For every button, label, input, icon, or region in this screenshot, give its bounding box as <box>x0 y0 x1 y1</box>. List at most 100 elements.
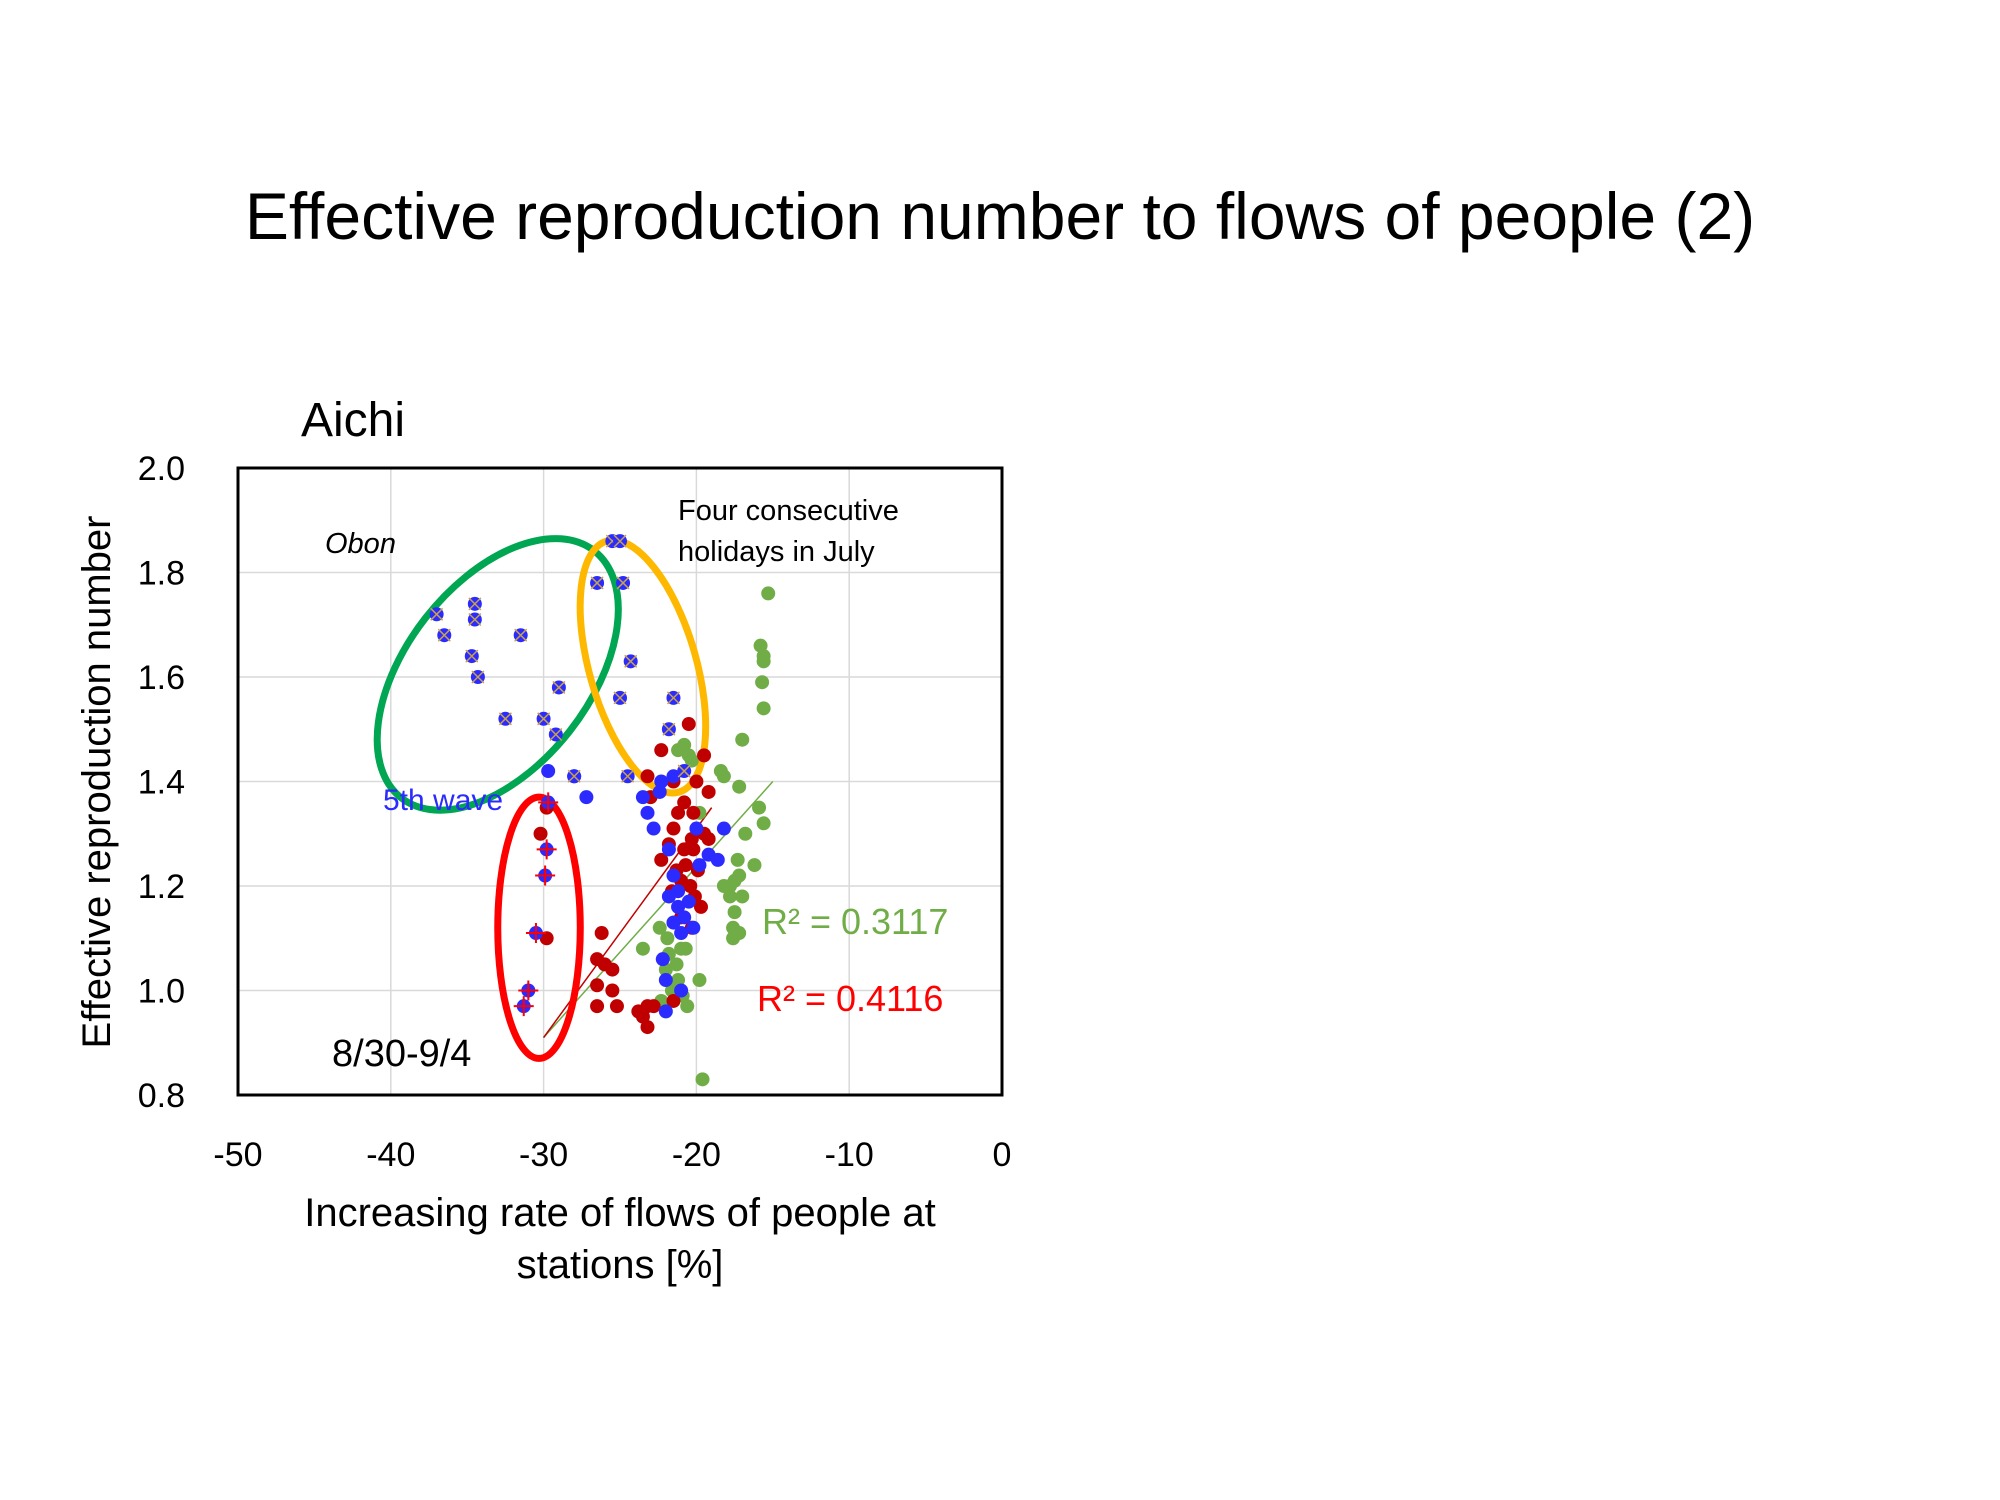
data-point <box>716 769 731 784</box>
slide-title: Effective reproduction number to flows o… <box>244 179 1756 253</box>
point-x-marker <box>624 654 638 668</box>
data-point <box>640 1020 655 1035</box>
data-point <box>666 769 681 784</box>
data-point <box>701 784 716 799</box>
data-point <box>735 889 750 904</box>
data-point <box>605 983 620 998</box>
data-point <box>666 915 681 930</box>
data-point <box>756 816 771 831</box>
data-point <box>681 717 696 732</box>
data-point <box>683 879 698 893</box>
data-point <box>652 784 667 799</box>
data-point <box>689 821 704 836</box>
data-point <box>755 675 770 690</box>
point-plus-marker <box>535 865 556 886</box>
data-point <box>594 926 609 941</box>
data-point <box>661 889 676 904</box>
point-x-marker <box>590 576 604 590</box>
point-x-marker <box>613 534 627 548</box>
point-plus-marker <box>518 980 539 1001</box>
r2-label-red: R² = 0.4116 <box>757 978 943 1019</box>
data-point <box>579 790 594 805</box>
data-point <box>539 931 554 946</box>
data-point <box>710 852 725 867</box>
data-point <box>761 586 776 601</box>
data-point <box>654 743 669 758</box>
annotation-four-holidays-line-2: holidays in July <box>678 536 875 568</box>
data-point <box>666 821 681 836</box>
data-point <box>738 826 753 841</box>
data-point <box>726 931 741 946</box>
annotation-date-range: 8/30-9/4 <box>332 1033 471 1075</box>
point-x-marker <box>677 764 691 778</box>
point-x-marker <box>567 769 581 783</box>
data-point <box>756 701 771 716</box>
data-point <box>693 899 708 914</box>
data-point <box>727 905 742 920</box>
point-plus-marker <box>513 996 534 1017</box>
annotation-fifth-wave: 5th wave <box>383 784 503 817</box>
data-point <box>654 852 669 867</box>
annotation-obon: Obon <box>325 528 396 560</box>
data-point <box>701 831 716 846</box>
data-point <box>652 920 667 935</box>
ellipse-8-30-9-4 <box>494 793 584 1062</box>
point-x-marker <box>498 712 512 726</box>
data-point <box>660 931 675 946</box>
x-tick-label: -30 <box>519 1136 568 1174</box>
data-point <box>671 899 686 914</box>
data-point <box>756 654 771 669</box>
y-tick-label: 1.0 <box>138 973 185 1011</box>
data-point <box>686 842 701 857</box>
data-point <box>658 973 673 988</box>
y-tick-labels: 0.8 1.0 1.2 1.4 1.6 1.8 2.0 <box>138 450 185 1115</box>
y-tick-label: 1.2 <box>138 868 185 906</box>
data-point <box>654 774 669 789</box>
data-point <box>590 978 605 993</box>
point-x-marker <box>613 691 627 705</box>
data-point <box>609 999 624 1014</box>
data-point <box>716 821 731 836</box>
data-point <box>697 748 712 763</box>
data-point <box>640 769 655 784</box>
data-point <box>674 926 689 941</box>
data-point <box>640 805 655 820</box>
x-axis-label-line-2: stations [%] <box>517 1243 724 1287</box>
data-point <box>669 957 684 972</box>
point-x-marker <box>514 628 528 642</box>
data-point <box>684 831 699 846</box>
data-point <box>677 910 692 925</box>
data-point <box>732 779 747 794</box>
point-x-marker <box>537 712 551 726</box>
data-point <box>674 983 689 998</box>
data-point <box>635 790 650 805</box>
data-point <box>666 993 681 1008</box>
data-point <box>533 826 548 841</box>
data-point <box>686 920 701 935</box>
data-point <box>680 999 695 1014</box>
point-x-marker <box>549 727 563 742</box>
point-x-marker <box>471 670 485 684</box>
data-point <box>671 805 686 820</box>
point-x-marker <box>621 769 635 783</box>
x-tick-label: -40 <box>366 1136 415 1174</box>
trendline <box>543 780 774 1039</box>
data-point <box>541 764 556 779</box>
point-x-marker <box>430 607 444 621</box>
x-tick-label: -20 <box>672 1136 721 1174</box>
x-tick-label: 0 <box>993 1136 1012 1174</box>
data-point <box>605 962 620 977</box>
point-x-marker <box>465 649 479 663</box>
ellipse-four-holidays <box>576 536 710 797</box>
data-point <box>658 1004 673 1019</box>
data-point <box>661 842 676 857</box>
y-tick-label: 1.6 <box>138 659 185 697</box>
y-tick-label: 0.8 <box>138 1077 185 1115</box>
point-x-marker <box>468 612 482 627</box>
point-x-marker <box>662 722 676 736</box>
plot-frame <box>236 466 1004 1097</box>
data-point <box>666 868 681 883</box>
y-tick-label: 1.4 <box>138 764 185 802</box>
annotation-four-holidays-line-1: Four consecutive <box>678 495 899 527</box>
